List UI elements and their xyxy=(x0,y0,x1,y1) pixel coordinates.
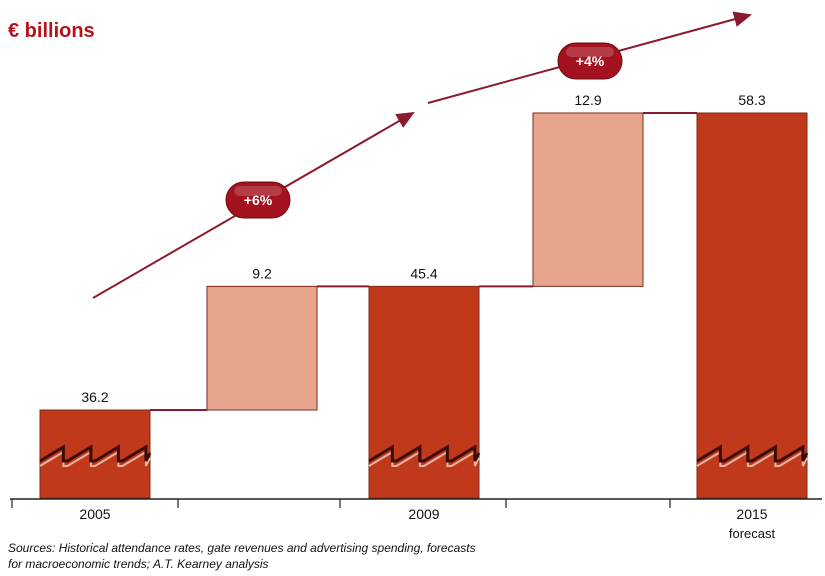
unit-label: € billions xyxy=(8,20,95,42)
growth-badge-2 xyxy=(557,42,623,80)
value-label-4: 12.9 xyxy=(574,92,601,108)
category-label-2015: 2015 xyxy=(736,506,767,522)
axis-break-mark xyxy=(368,444,481,463)
source-note-line-1: Sources: Historical attendance rates, ga… xyxy=(8,541,476,555)
growth-badge-gloss xyxy=(566,47,614,57)
axis-break-mark xyxy=(39,444,152,463)
growth-badge-gloss xyxy=(234,186,282,196)
growth-label-2: +4% xyxy=(576,53,605,69)
bar-2 xyxy=(206,285,318,411)
value-label-1: 36.2 xyxy=(81,389,108,405)
category-label-2009: 2009 xyxy=(408,506,439,522)
growth-badge-1 xyxy=(225,181,291,219)
category-sublabel: forecast xyxy=(729,526,776,541)
bar-3 xyxy=(368,285,480,499)
source-note-line-2: for macroeconomic trends; A.T. Kearney a… xyxy=(8,557,269,571)
bar-4 xyxy=(532,112,644,287)
growth-label-1: +6% xyxy=(244,192,273,208)
category-label-2005: 2005 xyxy=(79,506,110,522)
value-label-5: 58.3 xyxy=(738,92,765,108)
value-label-2: 9.2 xyxy=(252,265,272,281)
axis-break-mark xyxy=(696,444,809,463)
value-label-3: 45.4 xyxy=(410,265,437,281)
bar-5 xyxy=(696,112,808,499)
